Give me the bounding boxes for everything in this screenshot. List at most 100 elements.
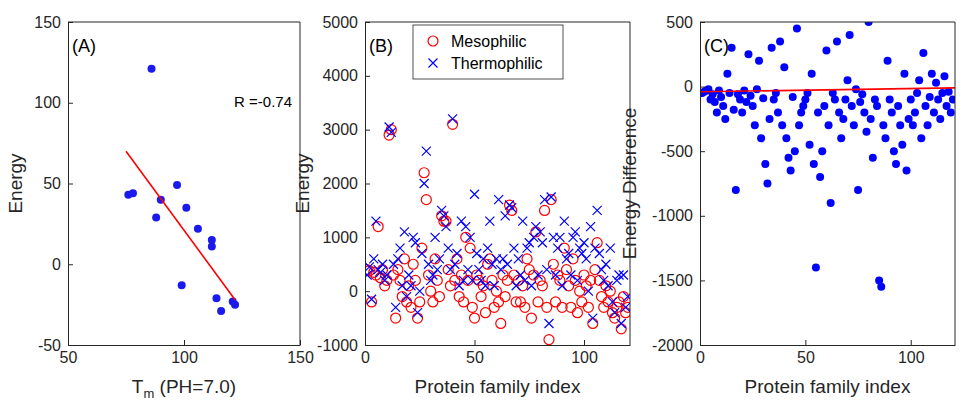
point <box>749 102 757 110</box>
tick-mark <box>584 340 585 345</box>
point <box>778 121 786 129</box>
point <box>393 254 402 263</box>
point <box>435 254 444 263</box>
point <box>610 313 620 323</box>
tick: -500 <box>661 143 705 160</box>
point <box>208 242 216 250</box>
point <box>618 292 628 302</box>
point <box>898 141 906 149</box>
point <box>417 243 427 253</box>
tick-mark <box>365 291 370 292</box>
tick-label: 50 <box>60 349 78 366</box>
tick: 0 <box>349 283 370 300</box>
legend-label: Mesophilic <box>451 33 527 50</box>
frame <box>365 22 630 23</box>
point <box>873 102 881 110</box>
point <box>413 308 422 317</box>
tick-label: 150 <box>287 349 314 366</box>
point <box>178 281 186 289</box>
point <box>481 281 490 290</box>
point <box>579 270 589 280</box>
point <box>173 181 181 189</box>
point <box>919 49 927 57</box>
point <box>865 22 873 26</box>
legend-box <box>413 25 563 79</box>
point <box>768 44 776 52</box>
point <box>428 297 438 307</box>
point <box>763 180 771 188</box>
tick-label: 100 <box>898 349 925 366</box>
tick-label: 50 <box>43 175 61 192</box>
point <box>494 297 504 307</box>
point <box>488 260 497 269</box>
legend-label: Thermophilic <box>451 55 543 72</box>
tick-label: 3000 <box>322 121 358 138</box>
point <box>422 147 431 156</box>
point <box>463 265 472 274</box>
point <box>129 189 137 197</box>
panel: 050100-1000010002000300040005000Protein … <box>292 14 633 397</box>
tick-label: 0 <box>684 78 693 95</box>
point <box>869 154 877 162</box>
point <box>877 283 885 291</box>
point <box>738 108 746 116</box>
point <box>588 318 598 328</box>
point <box>789 93 797 101</box>
point <box>444 244 453 253</box>
point <box>888 108 896 116</box>
point <box>621 303 630 312</box>
point <box>921 102 929 110</box>
point <box>862 128 870 136</box>
series <box>700 22 955 291</box>
point <box>194 225 202 233</box>
point <box>516 271 525 280</box>
point <box>896 121 904 129</box>
point <box>597 265 606 274</box>
point <box>833 37 841 45</box>
tick: 50 <box>43 175 73 192</box>
tick-mark <box>68 264 73 265</box>
point <box>382 271 391 280</box>
point <box>417 249 426 258</box>
point <box>537 281 547 291</box>
point <box>413 313 423 323</box>
tick: 100 <box>171 340 198 366</box>
point <box>551 297 561 307</box>
point <box>520 302 530 312</box>
point <box>928 70 936 78</box>
point <box>911 108 919 116</box>
point <box>791 147 799 155</box>
point <box>822 46 830 54</box>
point <box>930 108 938 116</box>
point <box>936 115 944 123</box>
point <box>846 31 854 39</box>
point <box>584 287 593 296</box>
point <box>443 265 453 275</box>
point <box>561 265 571 275</box>
point <box>753 85 761 93</box>
point <box>551 271 560 280</box>
marks <box>700 22 955 291</box>
point <box>837 134 845 142</box>
point <box>485 217 494 226</box>
point <box>848 102 856 110</box>
point <box>529 270 539 280</box>
point <box>825 121 833 129</box>
point <box>522 254 532 264</box>
point <box>590 244 599 253</box>
point <box>884 57 892 65</box>
point <box>615 271 624 280</box>
point <box>854 186 862 194</box>
point <box>502 275 512 285</box>
point <box>439 211 448 220</box>
point <box>391 303 400 312</box>
tick-label: 50 <box>797 349 815 366</box>
y-axis-label: Energy <box>5 153 26 214</box>
tick-mark <box>700 216 705 217</box>
point <box>721 115 729 123</box>
point <box>900 70 908 78</box>
point <box>932 79 940 87</box>
point <box>446 265 455 274</box>
point <box>601 260 610 269</box>
point <box>595 249 604 258</box>
